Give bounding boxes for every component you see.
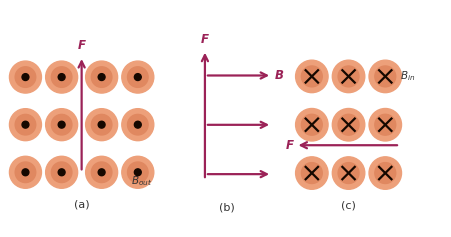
Circle shape	[22, 169, 29, 176]
Circle shape	[15, 114, 36, 135]
Text: F: F	[201, 33, 209, 46]
Circle shape	[51, 114, 72, 135]
Text: F: F	[285, 139, 293, 152]
Circle shape	[9, 156, 41, 188]
Circle shape	[375, 163, 396, 183]
Circle shape	[332, 60, 365, 93]
Text: $B_{in}$: $B_{in}$	[400, 69, 415, 83]
Circle shape	[332, 109, 365, 141]
Circle shape	[369, 109, 401, 141]
Circle shape	[301, 114, 322, 135]
Circle shape	[46, 109, 78, 141]
Circle shape	[22, 74, 29, 81]
Circle shape	[338, 66, 359, 87]
Circle shape	[9, 109, 41, 141]
Circle shape	[98, 169, 105, 176]
Circle shape	[58, 121, 65, 128]
Text: (b): (b)	[219, 203, 235, 213]
Circle shape	[22, 121, 29, 128]
Circle shape	[122, 109, 154, 141]
Circle shape	[86, 156, 118, 188]
Circle shape	[128, 67, 148, 87]
Circle shape	[134, 169, 141, 176]
Circle shape	[338, 163, 359, 183]
Circle shape	[301, 66, 322, 87]
Text: B: B	[275, 69, 284, 82]
Circle shape	[51, 67, 72, 87]
Circle shape	[375, 66, 396, 87]
Circle shape	[9, 61, 41, 93]
Circle shape	[92, 67, 112, 87]
Circle shape	[134, 121, 141, 128]
Circle shape	[58, 169, 65, 176]
Circle shape	[338, 114, 359, 135]
Circle shape	[122, 156, 154, 188]
Text: F: F	[78, 39, 86, 52]
Circle shape	[332, 157, 365, 189]
Circle shape	[295, 157, 328, 189]
Circle shape	[46, 61, 78, 93]
Circle shape	[301, 163, 322, 183]
Circle shape	[92, 114, 112, 135]
Circle shape	[134, 74, 141, 81]
Circle shape	[295, 60, 328, 93]
Circle shape	[369, 60, 401, 93]
Circle shape	[15, 162, 36, 182]
Circle shape	[51, 162, 72, 182]
Circle shape	[46, 156, 78, 188]
Circle shape	[58, 74, 65, 81]
Circle shape	[98, 121, 105, 128]
Circle shape	[122, 61, 154, 93]
Circle shape	[295, 109, 328, 141]
Circle shape	[86, 109, 118, 141]
Circle shape	[98, 74, 105, 81]
Circle shape	[15, 67, 36, 87]
Circle shape	[92, 162, 112, 182]
Text: (c): (c)	[341, 201, 356, 211]
Circle shape	[128, 114, 148, 135]
Circle shape	[86, 61, 118, 93]
Circle shape	[375, 114, 396, 135]
Text: $B_{out}$: $B_{out}$	[131, 174, 152, 188]
Circle shape	[128, 162, 148, 182]
Text: (a): (a)	[74, 200, 89, 210]
Circle shape	[369, 157, 401, 189]
